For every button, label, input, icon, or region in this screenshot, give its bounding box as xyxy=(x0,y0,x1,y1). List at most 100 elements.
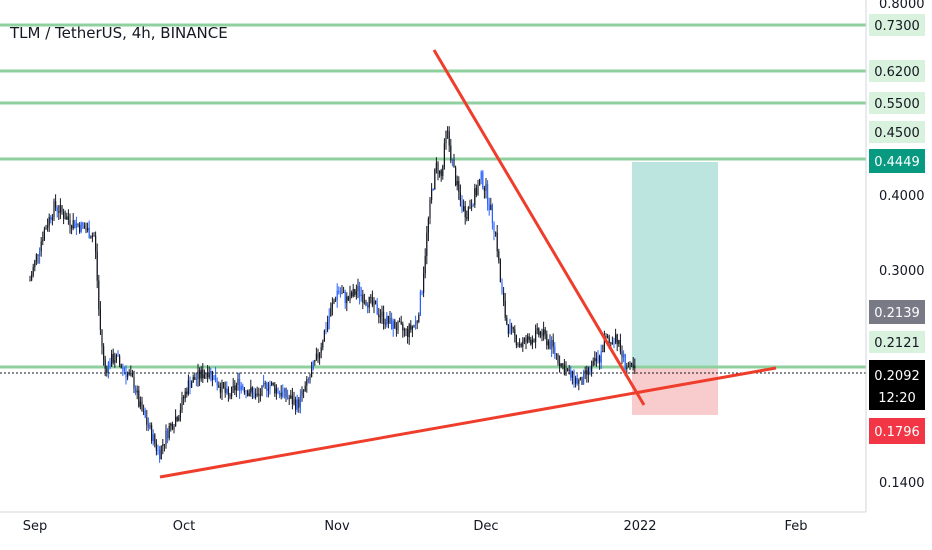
candle-body xyxy=(272,382,274,385)
candle-body xyxy=(242,385,244,389)
candle-body xyxy=(301,390,303,396)
candle-body xyxy=(298,399,300,408)
tag-02121: 0.2121 xyxy=(874,336,920,351)
candle-body xyxy=(405,329,407,330)
candle-body xyxy=(119,356,121,364)
tag-04449: 0.4449 xyxy=(874,155,920,170)
descending-trendline[interactable] xyxy=(432,49,646,406)
time-axis[interactable]: Sep Oct Nov Dec 2022 Feb xyxy=(23,519,808,534)
candle-body xyxy=(293,399,295,404)
candle-body xyxy=(367,305,369,308)
candle-body xyxy=(176,417,178,421)
candle-body xyxy=(434,169,436,190)
candle-body xyxy=(335,299,337,301)
candle-body xyxy=(48,216,50,226)
candle-body xyxy=(309,377,311,380)
candle-body xyxy=(227,388,229,395)
tag-02139: 0.2139 xyxy=(874,306,920,321)
candle-body xyxy=(565,368,567,375)
candle-body xyxy=(112,354,114,363)
tag-04449-bg xyxy=(869,149,925,173)
candle-body xyxy=(464,206,466,218)
candle-body xyxy=(397,321,399,330)
candle-body xyxy=(327,321,329,330)
tag-01796-bg xyxy=(869,418,925,444)
candle-body xyxy=(373,300,375,306)
candle-body xyxy=(325,329,327,331)
candle-body xyxy=(610,342,612,344)
candle-body xyxy=(111,354,113,367)
candle-body xyxy=(581,377,583,385)
candle-body xyxy=(423,273,425,293)
candle-body xyxy=(151,425,153,441)
candle-body xyxy=(459,192,461,201)
candle-body xyxy=(203,374,205,379)
candle-body xyxy=(427,218,429,233)
target-zone[interactable] xyxy=(632,162,718,367)
candle-body xyxy=(266,383,268,391)
candle-body xyxy=(535,330,537,342)
candle-body xyxy=(480,171,482,180)
candle-body xyxy=(63,212,65,219)
candle-body xyxy=(607,336,609,338)
candle-body xyxy=(483,188,485,191)
candle-body xyxy=(570,369,572,378)
candle-body xyxy=(552,339,554,347)
candle-body xyxy=(424,256,426,274)
candle-body xyxy=(493,223,495,233)
candle-body xyxy=(583,372,585,385)
candle-body xyxy=(613,342,615,343)
candle-body xyxy=(456,181,458,186)
candle-body xyxy=(387,315,389,324)
candle-body xyxy=(197,370,199,379)
candle-body xyxy=(91,235,93,238)
time-tick-label: Feb xyxy=(784,519,807,534)
candle-body xyxy=(603,337,605,352)
candle-body xyxy=(375,300,377,305)
candle-body xyxy=(339,292,341,294)
candle-body xyxy=(72,220,74,229)
candle-body xyxy=(61,205,63,212)
candle-body xyxy=(453,159,455,168)
candle-body xyxy=(359,286,361,297)
ascending-trendline[interactable] xyxy=(159,366,777,479)
candle-body xyxy=(31,275,33,281)
candle-body xyxy=(299,395,301,408)
candle-body xyxy=(146,417,148,425)
tag-06200-bg xyxy=(869,60,925,82)
candle-body xyxy=(29,280,31,282)
candle-body xyxy=(394,320,396,329)
candle-body xyxy=(584,370,586,373)
candle-body xyxy=(475,188,477,195)
candle-body xyxy=(224,387,226,393)
candle-body xyxy=(40,241,42,252)
candle-body xyxy=(103,346,105,360)
candle-body xyxy=(490,204,492,211)
candle-body xyxy=(136,390,138,393)
candle-body xyxy=(413,324,415,327)
candle-body xyxy=(307,379,309,381)
candle-body xyxy=(421,292,423,293)
candle-body xyxy=(331,303,333,308)
candle-body xyxy=(245,390,247,393)
price-tick-label: 0.3000 xyxy=(879,264,925,279)
candle-body xyxy=(88,227,90,239)
candle-body xyxy=(56,207,58,212)
candle-body xyxy=(274,384,276,394)
candle-body xyxy=(488,203,490,211)
candle-body xyxy=(330,307,332,317)
candle-body xyxy=(618,340,620,345)
candle-body xyxy=(288,398,290,399)
candle-body xyxy=(573,370,575,384)
tag-07300: 0.7300 xyxy=(874,19,920,34)
candle-body xyxy=(155,443,157,451)
candle-body xyxy=(589,367,591,372)
candle-body xyxy=(482,171,484,189)
candle-body xyxy=(531,339,533,345)
candle-body xyxy=(594,358,596,361)
price-axis[interactable]: 0.8000 0.4000 0.3000 0.1400 xyxy=(879,0,925,491)
candle-body xyxy=(104,359,106,369)
candle-body xyxy=(55,201,57,208)
